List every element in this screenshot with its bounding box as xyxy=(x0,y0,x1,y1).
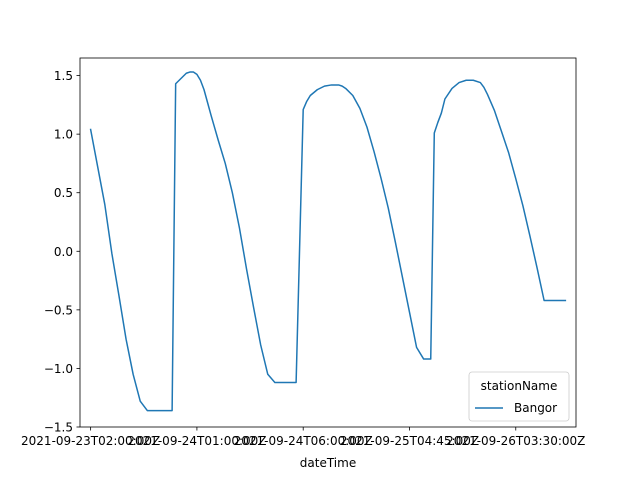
series-line-bangor xyxy=(89,71,567,412)
y-tick-label: −1.0 xyxy=(44,362,73,376)
y-axis: −1.5 −1.0 −0.5 0.0 0.5 1.0 1.5 xyxy=(44,69,80,435)
x-tick-label: 2021-09-24T01:00:00Z xyxy=(127,434,266,448)
y-tick-label: 0.0 xyxy=(54,245,73,259)
x-tick-label: 2021-09-23T02:00:00Z xyxy=(21,434,160,448)
plot-area xyxy=(80,58,576,427)
legend-title: stationName xyxy=(481,379,558,393)
legend[interactable]: stationName Bangor xyxy=(468,371,570,422)
x-tick-label: 2021-09-24T06:00:00Z xyxy=(234,434,373,448)
y-tick-label: −1.5 xyxy=(44,421,73,435)
x-axis: 2021-09-23T02:00:00Z2021-09-24T01:00:00Z… xyxy=(21,427,585,448)
x-tick-label: 2021-09-26T03:30:00Z xyxy=(446,434,585,448)
series-layer xyxy=(89,71,567,412)
x-tick-label: 2021-09-25T04:45:00Z xyxy=(340,434,479,448)
legend-label-bangor: Bangor xyxy=(514,401,557,415)
x-axis-label: dateTime xyxy=(300,456,356,470)
plot-frame xyxy=(79,57,577,428)
y-tick-label: 0.5 xyxy=(54,186,73,200)
y-tick-label: −0.5 xyxy=(44,303,73,317)
y-tick-label: 1.0 xyxy=(54,128,73,142)
y-tick-label: 1.5 xyxy=(54,69,73,83)
